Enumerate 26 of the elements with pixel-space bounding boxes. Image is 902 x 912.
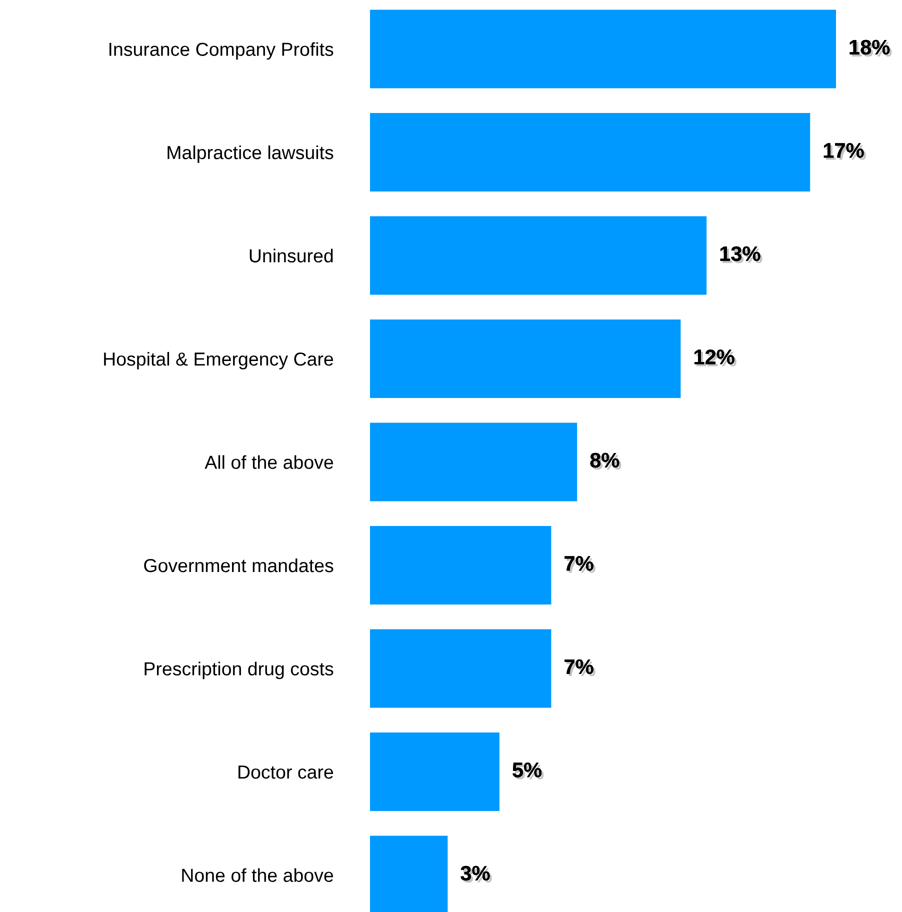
y-tick-label: Prescription drug costs [144, 662, 334, 680]
y-tick-label: Insurance Company Profits [109, 42, 334, 60]
bar [370, 10, 836, 88]
data-label: 3% [460, 866, 492, 883]
y-tick-label: Hospital & Emergency Care [104, 352, 334, 370]
data-label: 17% [824, 143, 866, 160]
bar [370, 629, 552, 708]
data-label: 7% [564, 556, 596, 573]
data-label: 13% [720, 246, 762, 264]
y-tick-label: Malpractice lawsuits [168, 145, 334, 163]
y-tick-label: All of the above [204, 455, 334, 469]
bar [370, 422, 578, 502]
bar [370, 732, 500, 811]
bar [370, 320, 681, 398]
data-label: 18% [850, 40, 892, 57]
y-tick-label: Government mandates [144, 558, 334, 572]
y-tick-label: None of the above [182, 868, 334, 882]
y-tick-label: Doctor care [238, 766, 334, 779]
bar [370, 113, 810, 192]
bar [370, 526, 552, 604]
data-label: 8% [590, 452, 622, 470]
data-label: 12% [694, 350, 736, 366]
bar [370, 216, 707, 295]
y-tick-label: Uninsured [250, 248, 333, 262]
data-label: 7% [564, 659, 596, 676]
data-label: 5% [512, 762, 544, 780]
